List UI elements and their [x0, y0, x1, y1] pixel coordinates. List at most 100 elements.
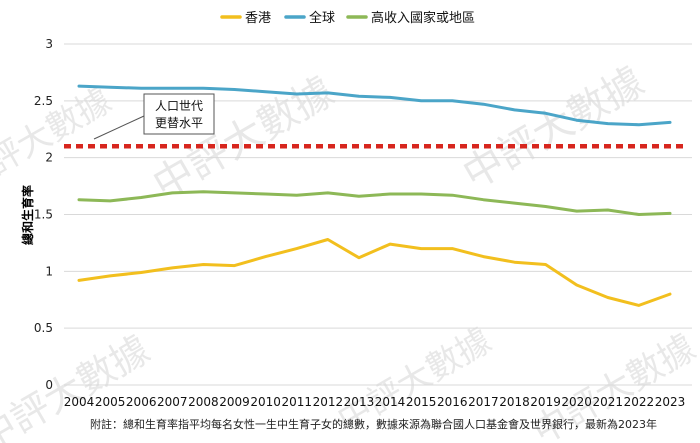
data-point [108, 274, 112, 278]
x-tick-label: 2006 [126, 395, 157, 409]
data-point [108, 85, 112, 89]
data-point [233, 264, 236, 267]
reference-callout-label: 更替水平 [155, 116, 203, 130]
x-tick-label: 2022 [624, 395, 655, 409]
data-point [264, 192, 267, 196]
data-point [326, 238, 330, 241]
x-tick-label: 2012 [313, 395, 344, 409]
data-point [637, 213, 641, 216]
data-point [544, 112, 547, 115]
x-tick-label: 2016 [437, 395, 468, 409]
data-point [513, 108, 516, 112]
x-tick-label: 2020 [561, 395, 592, 409]
x-tick-label: 2013 [344, 395, 375, 409]
data-point [668, 121, 672, 124]
y-tick-label: 1 [45, 264, 53, 278]
y-tick-label: 0 [45, 378, 53, 392]
y-tick-label: 0.5 [34, 321, 53, 335]
data-point [140, 271, 143, 274]
data-point [295, 193, 298, 197]
data-point [419, 99, 423, 103]
data-point [544, 205, 547, 208]
x-tick-label: 2011 [281, 395, 312, 409]
data-point [326, 91, 330, 95]
x-tick-label: 2021 [593, 395, 624, 409]
watermark-text: 中評大數據 [0, 81, 118, 201]
data-point [575, 118, 578, 122]
x-tick-label: 2015 [406, 395, 437, 409]
data-point [451, 193, 454, 197]
y-tick-label: 1.5 [34, 208, 53, 222]
series-line [77, 84, 672, 127]
y-tick-label: 2 [45, 151, 53, 165]
series-line [77, 190, 672, 216]
data-point [202, 263, 205, 266]
data-point [419, 247, 423, 250]
data-point [171, 87, 174, 90]
legend: 香港 全球 高收入國家或地區 [220, 10, 475, 26]
x-tick-label: 2019 [530, 395, 561, 409]
data-point [295, 92, 298, 96]
x-tick-label: 2004 [64, 395, 95, 409]
data-point [482, 103, 485, 106]
x-tick-label: 2014 [375, 395, 406, 409]
x-tick-label: 2008 [188, 395, 219, 409]
data-point [513, 201, 516, 205]
data-point [482, 198, 485, 201]
x-tick-label: 2018 [499, 395, 530, 409]
legend-label: 高收入國家或地區 [371, 10, 475, 26]
data-point [108, 199, 112, 203]
data-point [544, 263, 547, 266]
data-point [606, 296, 609, 299]
x-tick-label: 2005 [95, 395, 126, 409]
data-point [202, 87, 205, 90]
data-point [171, 266, 174, 270]
data-point [388, 96, 392, 99]
y-tick-label: 2.5 [34, 94, 53, 108]
data-point [637, 304, 641, 307]
data-point [513, 261, 516, 264]
data-point [77, 84, 81, 88]
data-point [575, 209, 578, 213]
x-tick-label: 2009 [219, 395, 250, 409]
data-point [77, 279, 81, 282]
data-point [202, 190, 205, 193]
data-point [264, 255, 267, 258]
x-tick-label: 2007 [157, 395, 188, 409]
data-point [140, 196, 143, 199]
data-point [451, 247, 454, 250]
legend-label: 全球 [309, 10, 335, 26]
data-point [357, 195, 361, 198]
reference-callout-box [143, 93, 215, 135]
series-line [77, 238, 672, 307]
data-point [77, 198, 81, 201]
data-point [668, 292, 672, 296]
data-point [575, 283, 578, 287]
data-point [451, 99, 454, 103]
data-point [637, 123, 641, 126]
data-point [264, 90, 267, 93]
x-axis-ticks: 2004 2005 2006 2007 2008 2009 2010 2011 2012 2013… [64, 395, 686, 409]
reference-callout-pointer [93, 115, 145, 140]
data-point [388, 242, 392, 246]
data-point [295, 247, 298, 250]
watermark-text: 中評大數據 [455, 59, 651, 199]
data-point [357, 95, 361, 98]
data-point [233, 88, 236, 91]
data-point [419, 192, 423, 196]
y-tick-label: 3 [45, 37, 53, 51]
data-point [668, 212, 672, 215]
x-tick-label: 2017 [468, 395, 499, 409]
x-tick-label: 2023 [655, 395, 686, 409]
data-point [388, 192, 392, 196]
chart-note: 附註：總和生育率指平均每名女性一生中生育子女的總數，數據來源為聯合國人口基金會及… [90, 417, 657, 431]
data-point [171, 191, 174, 195]
data-point [233, 191, 236, 195]
data-point [482, 255, 485, 258]
data-point [606, 208, 609, 212]
y-axis-label: 總和生育率 [20, 185, 35, 245]
data-point [140, 87, 143, 90]
legend-label: 香港 [245, 11, 271, 26]
